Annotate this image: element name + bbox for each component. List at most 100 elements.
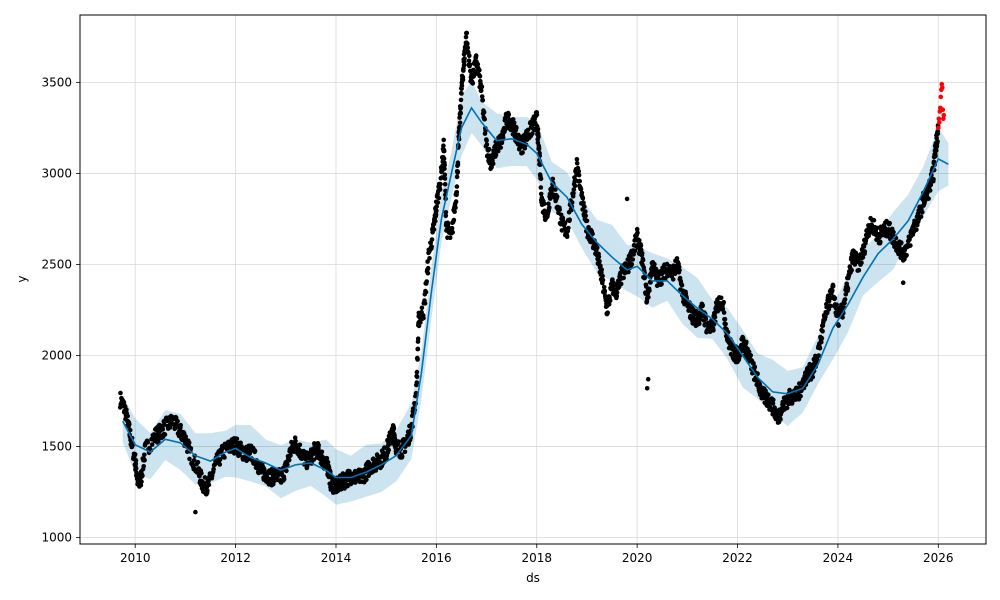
observed-point	[455, 162, 461, 167]
observed-point	[205, 488, 210, 494]
observed-point	[935, 131, 941, 137]
observed-point	[597, 258, 602, 264]
observed-point	[536, 145, 542, 151]
x-tick-label: 2012	[220, 551, 251, 565]
observed-point	[899, 240, 904, 245]
observed-point	[670, 277, 676, 282]
observed-point	[447, 235, 453, 241]
grid-layer	[80, 15, 986, 544]
observed-point	[720, 306, 726, 312]
observed-point	[460, 77, 466, 83]
observed-point	[247, 451, 252, 456]
observed-point	[415, 357, 420, 362]
observed-point	[631, 252, 636, 257]
observed-point	[442, 176, 448, 181]
observed-point	[427, 255, 432, 261]
observed-point	[583, 209, 588, 214]
observed-point	[674, 256, 680, 261]
observed-point	[652, 261, 657, 267]
observed-point	[441, 148, 447, 154]
observed-point	[904, 253, 909, 258]
observed-point	[479, 84, 485, 90]
observed-point	[415, 346, 421, 352]
observed-point	[644, 386, 650, 391]
observed-point	[125, 413, 130, 419]
observed-point	[288, 453, 293, 458]
observed-point	[538, 176, 544, 181]
uncertainty-band	[122, 81, 949, 505]
observed-point	[832, 295, 838, 301]
forecast-line	[121, 106, 949, 479]
observed-point	[571, 187, 577, 192]
observed-point	[454, 184, 460, 189]
observed-point	[453, 205, 458, 211]
observed-point	[127, 427, 133, 433]
observed-point	[459, 83, 465, 88]
x-tick-label: 2010	[120, 551, 151, 565]
observed-point	[849, 268, 854, 273]
observed-point	[292, 435, 298, 441]
observed-point	[908, 243, 913, 248]
observed-point	[553, 187, 558, 192]
observed-point	[311, 457, 317, 463]
observed-point	[477, 73, 483, 79]
recent-point	[936, 116, 942, 122]
observed-point	[549, 185, 555, 191]
observed-point	[778, 417, 783, 422]
observed-point	[364, 477, 369, 482]
observed-point	[571, 190, 576, 196]
observed-point	[632, 248, 638, 254]
x-tick-label: 2014	[321, 551, 352, 565]
observed-point	[629, 262, 635, 267]
observed-point	[191, 458, 197, 463]
observed-point	[574, 160, 580, 166]
observed-point	[569, 207, 574, 213]
observed-point	[605, 310, 610, 316]
observed-point	[424, 279, 430, 284]
observed-point	[819, 335, 825, 341]
observed-point	[825, 310, 830, 316]
observed-point	[435, 200, 441, 205]
recent-point	[936, 125, 941, 131]
observed-point	[188, 446, 194, 451]
observed-point	[752, 364, 758, 370]
observed-point	[530, 131, 535, 136]
observed-point	[887, 220, 892, 226]
observed-point	[433, 218, 438, 224]
observed-point	[425, 265, 431, 271]
observed-point	[602, 288, 608, 294]
observed-point	[140, 473, 145, 478]
observed-point	[659, 281, 664, 287]
observed-point	[281, 476, 287, 482]
observed-point	[635, 230, 640, 236]
observed-point	[878, 239, 883, 245]
observed-point	[437, 187, 443, 192]
observed-point	[285, 462, 290, 467]
observed-point	[920, 210, 925, 215]
observed-point	[640, 257, 646, 263]
observed-point	[647, 288, 652, 294]
observed-point	[160, 427, 166, 432]
observed-point	[900, 280, 906, 286]
x-axis-label: ds	[526, 571, 540, 585]
observed-point	[546, 201, 551, 207]
observed-point	[718, 295, 724, 301]
observed-point	[538, 185, 544, 190]
observed-point	[934, 135, 939, 141]
observed-point	[454, 174, 460, 180]
observed-point	[459, 91, 464, 96]
observed-point	[845, 286, 851, 291]
observed-point	[124, 407, 129, 412]
observed-point	[600, 277, 606, 283]
observed-point	[856, 267, 862, 273]
observed-point	[324, 456, 330, 461]
observed-point	[572, 183, 578, 189]
observed-point	[511, 120, 517, 126]
observed-point	[721, 310, 727, 315]
observed-point	[723, 321, 728, 327]
observed-point	[438, 181, 443, 187]
observed-point	[914, 227, 919, 232]
observed-point	[141, 464, 146, 469]
observed-point	[766, 392, 771, 398]
observed-point	[442, 166, 447, 171]
